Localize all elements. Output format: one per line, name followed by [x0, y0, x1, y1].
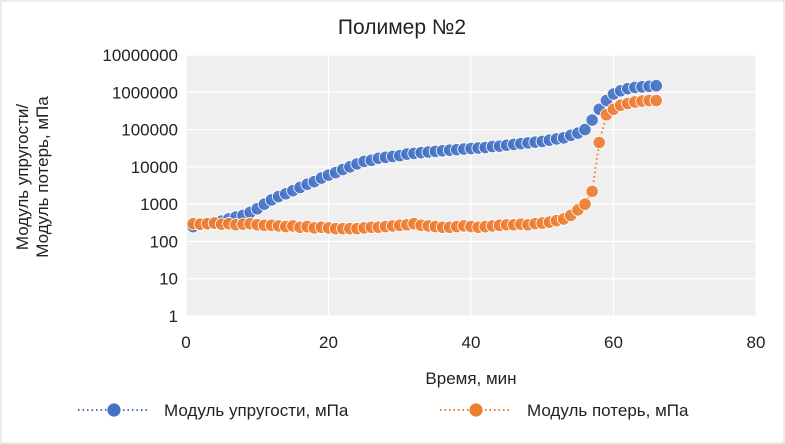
y-tick-label: 1000 — [140, 195, 178, 214]
legend: Модуль упругости, мПа Модуль потерь, мПа — [78, 401, 689, 420]
y-tick-label: 10 — [159, 270, 178, 289]
legend-marker — [106, 402, 122, 418]
x-tick-label: 80 — [747, 333, 766, 352]
y-tick-label: 100000 — [121, 121, 178, 140]
x-tick-label: 40 — [462, 333, 481, 352]
x-axis-title: Время, мин — [425, 369, 516, 388]
legend-label: Модуль потерь, мПа — [527, 401, 689, 420]
legend-item: Модуль потерь, мПа — [440, 401, 689, 420]
data-point — [585, 113, 599, 127]
data-point — [585, 184, 599, 198]
y-axis-title-line-1: Модуль упругости/ — [13, 104, 32, 251]
data-point — [578, 197, 592, 211]
y-tick-label: 10000000 — [102, 46, 178, 65]
data-point — [649, 79, 663, 93]
x-tick-label: 60 — [604, 333, 623, 352]
chart-title: Полимер №2 — [338, 16, 466, 39]
y-tick-label: 1 — [169, 307, 178, 326]
y-tick-label: 10000 — [131, 158, 178, 177]
legend-marker — [468, 402, 484, 418]
x-tick-label: 0 — [181, 333, 190, 352]
y-axis-title-line-2: Модуль потерь, мПа — [33, 96, 52, 258]
data-point — [578, 122, 592, 137]
data-point — [649, 93, 663, 108]
series-2 — [186, 93, 663, 236]
data-point — [592, 135, 606, 150]
legend-item: Модуль упругости, мПа — [78, 401, 349, 420]
legend-label: Модуль упругости, мПа — [164, 401, 349, 420]
series-layer — [186, 79, 663, 236]
y-tick-label: 100 — [150, 232, 178, 251]
x-tick-label: 20 — [319, 333, 338, 352]
series-1 — [186, 79, 663, 234]
axes: 1 10 100 1000 10000 100000 1000000 10000000 0 20 4… — [102, 46, 765, 352]
y-tick-label: 1000000 — [112, 83, 178, 102]
gridlines — [185, 54, 757, 317]
